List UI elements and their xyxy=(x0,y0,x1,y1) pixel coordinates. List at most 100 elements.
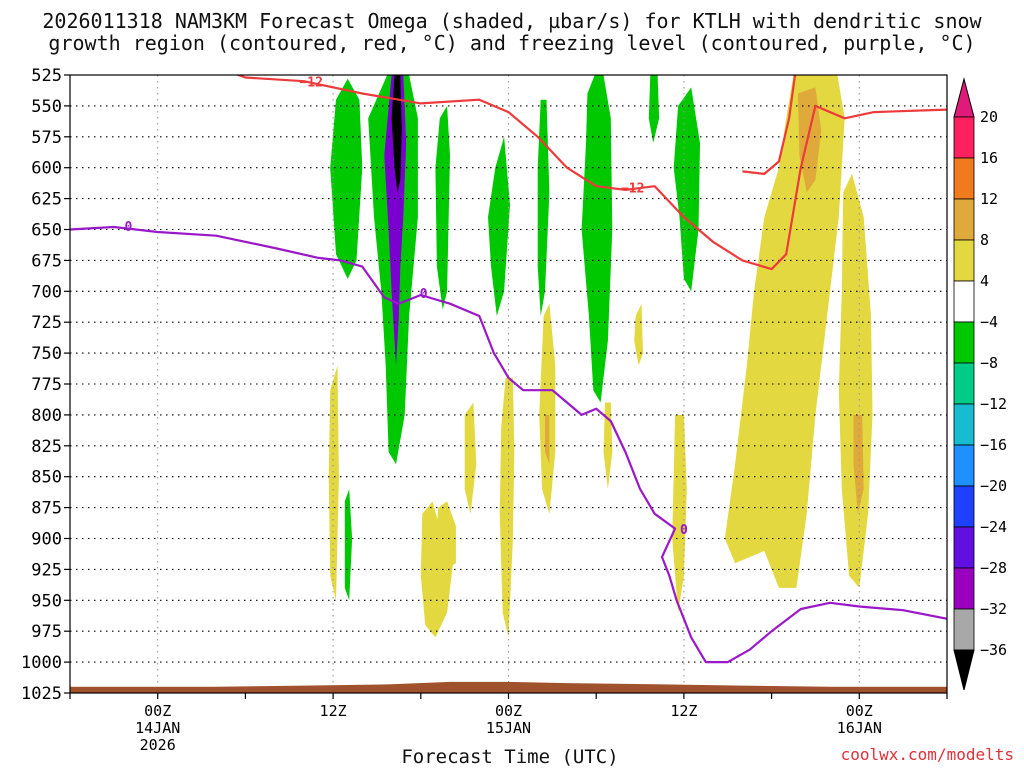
omega-region-up-strong xyxy=(391,75,402,193)
omega-region-down-mod xyxy=(545,414,550,465)
omega-region-down-weak xyxy=(838,173,873,588)
colorbar-label: 8 xyxy=(980,231,989,249)
y-tick-label: 775 xyxy=(31,375,62,395)
colorbar-swatch xyxy=(953,116,975,159)
colorbar-swatch xyxy=(953,362,975,405)
colorbar-label: 20 xyxy=(980,108,998,126)
freezing-level-label: 0 xyxy=(420,287,428,302)
x-tick-date: 16JAN xyxy=(837,719,882,737)
colorbar-label: 12 xyxy=(980,190,998,208)
omega-region-down-weak xyxy=(328,365,339,601)
x-tick-label: 12Z xyxy=(320,702,347,720)
dgz-minus12-contour-branch xyxy=(742,75,797,175)
omega-region-down-weak xyxy=(499,377,515,638)
y-tick-label: 725 xyxy=(31,313,62,333)
omega-region-up-weak xyxy=(488,136,510,316)
y-tick-label: 550 xyxy=(31,97,62,117)
contour-layer: −12 −12 0 0 0 xyxy=(70,75,947,664)
y-tick-label: 800 xyxy=(31,406,62,426)
y-tick-label: 750 xyxy=(31,344,62,364)
colorbar-swatch xyxy=(953,526,975,569)
chart-title-line-1: 2026011318 NAM3KM Forecast Omega (shaded… xyxy=(42,9,982,33)
y-tick-label: 950 xyxy=(31,591,62,611)
x-tick-date: 14JAN xyxy=(135,719,180,737)
y-tick-label: 925 xyxy=(31,560,62,580)
y-tick-label: 700 xyxy=(31,282,62,302)
omega-region-up-weak xyxy=(435,105,450,310)
colorbar-swatch xyxy=(953,280,975,323)
y-tick-label: 825 xyxy=(31,437,62,457)
omega-region-up-weak xyxy=(344,489,353,601)
y-tick-label: 600 xyxy=(31,159,62,179)
terrain-layer xyxy=(70,681,947,693)
credit-link[interactable]: coolwx.com/modelts xyxy=(840,745,1014,764)
colorbar-label: −20 xyxy=(980,477,1007,495)
omega-region-up-weak xyxy=(648,75,660,143)
x-tick-label: 00Z xyxy=(846,702,873,720)
omega-region-down-weak xyxy=(634,303,643,366)
x-axis-title: Forecast Time (UTC) xyxy=(401,746,619,768)
omega-region-up-weak xyxy=(537,99,550,316)
y-axis: 525 550 575 600 625 650 675 700 725 750 775 800 825 8… xyxy=(21,66,70,704)
omega-region-down-weak xyxy=(603,402,613,490)
freezing-level-label: 0 xyxy=(125,220,133,235)
colorbar-swatch xyxy=(953,157,975,200)
colorbar-label: −12 xyxy=(980,395,1007,413)
y-tick-label: 1000 xyxy=(21,653,62,673)
y-tick-label: 675 xyxy=(31,251,62,271)
omega-region-down-weak xyxy=(539,303,556,514)
y-tick-label: 875 xyxy=(31,499,62,519)
chart-title-line-2: growth region (contoured, red, °C) and f… xyxy=(48,31,976,55)
colorbar-swatch xyxy=(953,485,975,528)
terrain-surface xyxy=(70,681,947,693)
y-tick-label: 575 xyxy=(31,128,62,148)
omega-fill-layer xyxy=(328,75,873,638)
x-tick-label: 00Z xyxy=(495,702,522,720)
colorbar: 20 16 12 8 4 −4 −8 −12 −16 −20 −24 −28 −32 −36 xyxy=(953,77,1007,691)
omega-region-down-mod xyxy=(853,414,864,514)
omega-region-up-weak xyxy=(673,87,700,292)
colorbar-swatch xyxy=(953,444,975,487)
omega-region-down-weak xyxy=(464,402,477,514)
colorbar-max-arrow xyxy=(953,77,975,118)
colorbar-label: 16 xyxy=(980,149,998,167)
y-tick-label: 525 xyxy=(31,66,62,86)
dgz-minus12-contour xyxy=(235,75,947,271)
colorbar-swatch xyxy=(953,239,975,282)
y-tick-label: 975 xyxy=(31,622,62,642)
x-tick-label: 00Z xyxy=(144,702,171,720)
x-tick-label: 12Z xyxy=(670,702,697,720)
omega-region-down-weak xyxy=(672,414,687,613)
omega-region-down-weak xyxy=(724,75,845,588)
y-tick-label: 625 xyxy=(31,190,62,210)
y-tick-label: 650 xyxy=(31,221,62,241)
colorbar-label: −8 xyxy=(980,354,998,372)
omega-region-down-weak xyxy=(435,501,456,570)
colorbar-label: 4 xyxy=(980,272,989,290)
y-tick-label: 850 xyxy=(31,468,62,488)
colorbar-min-arrow xyxy=(953,649,975,691)
omega-region-down-mod xyxy=(797,87,822,193)
colorbar-swatch xyxy=(953,567,975,610)
x-tick-year: 2026 xyxy=(140,736,176,754)
colorbar-label: −28 xyxy=(980,559,1007,577)
y-tick-label: 1025 xyxy=(21,684,62,704)
y-tick-label: 900 xyxy=(31,530,62,550)
colorbar-label: −36 xyxy=(980,641,1007,659)
dgz-label: −12 xyxy=(621,182,644,197)
colorbar-swatch xyxy=(953,321,975,364)
colorbar-label: −24 xyxy=(980,518,1007,536)
colorbar-label: −32 xyxy=(980,600,1007,618)
freezing-level-label: 0 xyxy=(680,523,688,538)
grid-layer xyxy=(70,75,947,693)
colorbar-swatch xyxy=(953,403,975,446)
colorbar-label: −4 xyxy=(980,313,998,331)
colorbar-swatch xyxy=(953,198,975,241)
x-tick-date: 15JAN xyxy=(486,719,531,737)
omega-region-up-weak xyxy=(581,75,613,403)
colorbar-swatch xyxy=(953,608,975,651)
omega-region-up-weak xyxy=(330,78,363,279)
colorbar-label: −16 xyxy=(980,436,1007,454)
